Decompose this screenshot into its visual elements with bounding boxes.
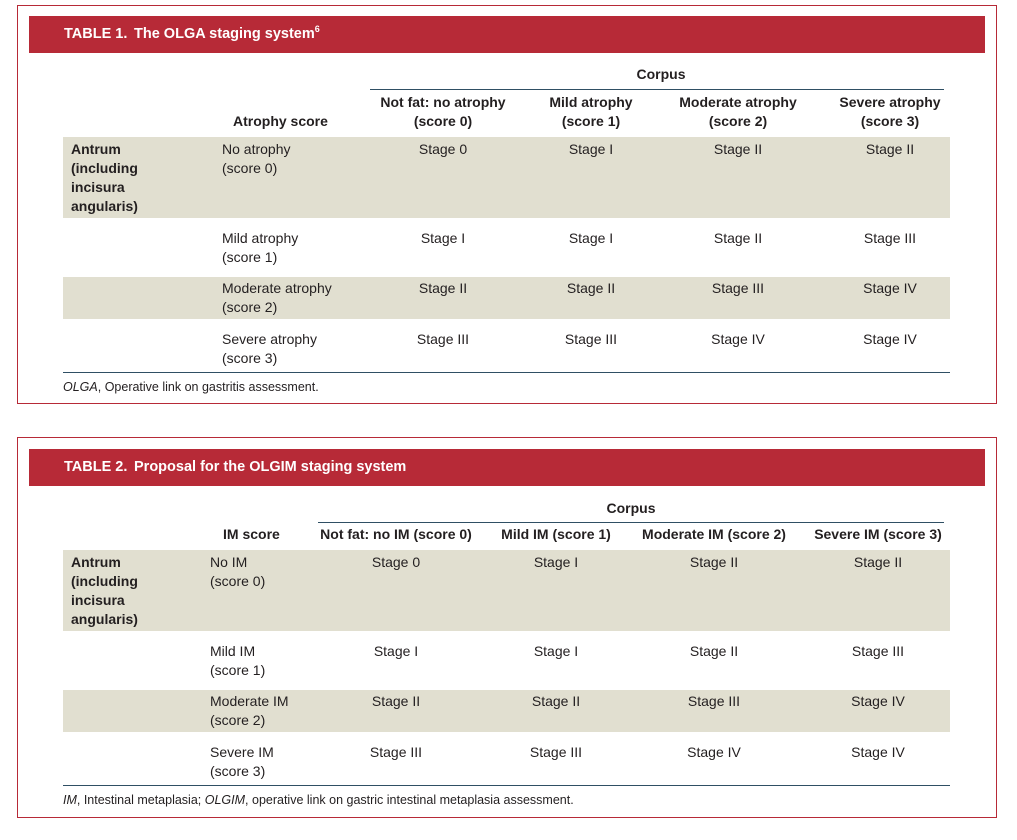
table-cell: Stage I <box>373 643 419 659</box>
table-cell: Stage II <box>689 643 739 659</box>
table-cell: Stage I <box>568 141 614 157</box>
row-label: Mild atrophy (score 1) <box>222 230 299 265</box>
antrum-label: Antrum (including incisura angularis) <box>71 554 138 627</box>
table-bottom-rule <box>63 372 950 373</box>
table-cell: Stage I <box>568 230 614 246</box>
table-2: TABLE 2. Proposal for the OLGIM staging … <box>17 437 997 818</box>
table-cell: Stage IV <box>687 744 741 760</box>
row-band <box>63 137 950 218</box>
table-cell: Stage III <box>863 230 917 246</box>
corpus-rule <box>370 89 944 90</box>
table-cell: Stage I <box>533 554 579 570</box>
table-2-number: TABLE 2. <box>64 459 128 475</box>
table-cell: Stage II <box>713 141 763 157</box>
table-cell: Stage III <box>711 280 765 296</box>
table-cell: Stage III <box>851 643 905 659</box>
row-band <box>63 277 950 319</box>
table-cell: Stage IV <box>711 331 765 347</box>
row-label: No atrophy (score 0) <box>222 141 291 176</box>
corpus-header: Corpus <box>636 66 686 82</box>
table-cell: Stage III <box>369 744 423 760</box>
table-cell: Stage IV <box>863 331 917 347</box>
row-header: Atrophy score <box>233 113 328 129</box>
corpus-header: Corpus <box>606 500 656 516</box>
table-cell: Stage IV <box>851 744 905 760</box>
table-cell: Stage IV <box>863 280 917 296</box>
table-cell: Stage III <box>529 744 583 760</box>
column-header: Not fat: no atrophy (score 0) <box>380 94 506 129</box>
table-2-title: Proposal for the OLGIM staging system <box>134 459 407 475</box>
column-header: Severe atrophy (score 3) <box>839 94 941 129</box>
table-1-title-bar: TABLE 1. The OLGA staging system6 <box>29 16 985 53</box>
table-1-title-text: The OLGA staging system <box>134 26 315 42</box>
table-2-title-bar: TABLE 2. Proposal for the OLGIM staging … <box>29 449 985 486</box>
row-label: Mild IM (score 1) <box>210 643 266 678</box>
table-1-title: The OLGA staging system6 <box>134 16 320 53</box>
row-label: Moderate IM (score 2) <box>210 693 289 728</box>
table-cell: Stage II <box>865 141 915 157</box>
column-header: Not fat: no IM (score 0) <box>320 526 472 542</box>
table-cell: Stage III <box>416 331 470 347</box>
row-label: Severe atrophy (score 3) <box>222 331 317 366</box>
column-header: Mild IM (score 1) <box>501 526 611 542</box>
table-cell: Stage II <box>713 230 763 246</box>
table-cell: Stage II <box>566 280 616 296</box>
row-header: IM score <box>223 526 280 542</box>
table-bottom-rule <box>63 785 950 786</box>
corpus-rule <box>318 522 944 523</box>
table-cell: Stage 0 <box>418 141 468 157</box>
row-label: Moderate atrophy (score 2) <box>222 280 332 315</box>
table-2-footnote: IM, Intestinal metaplasia; OLGIM, operat… <box>63 793 574 807</box>
table-cell: Stage II <box>418 280 468 296</box>
table-cell: Stage II <box>531 693 581 709</box>
row-label: No IM (score 0) <box>210 554 266 589</box>
antrum-label: Antrum (including incisura angularis) <box>71 141 138 214</box>
column-header: Severe IM (score 3) <box>814 526 942 542</box>
table-cell: Stage II <box>689 554 739 570</box>
table-cell: Stage 0 <box>371 554 421 570</box>
table-cell: Stage I <box>420 230 466 246</box>
table-cell: Stage I <box>533 643 579 659</box>
table-1: TABLE 1. The OLGA staging system6 Corpus… <box>17 5 997 404</box>
table-cell: Stage III <box>687 693 741 709</box>
column-header: Moderate atrophy (score 2) <box>679 94 797 129</box>
table-cell: Stage II <box>853 554 903 570</box>
row-label: Severe IM (score 3) <box>210 744 274 779</box>
row-band <box>63 690 950 732</box>
table-cell: Stage IV <box>851 693 905 709</box>
table-1-footnote: OLGA, Operative link on gastritis assess… <box>63 380 319 394</box>
row-band <box>63 550 950 631</box>
column-header: Moderate IM (score 2) <box>642 526 786 542</box>
table-cell: Stage III <box>564 331 618 347</box>
table-1-number: TABLE 1. <box>64 26 128 42</box>
table-1-reference: 6 <box>314 24 320 34</box>
table-cell: Stage II <box>371 693 421 709</box>
column-header: Mild atrophy (score 1) <box>549 94 633 129</box>
